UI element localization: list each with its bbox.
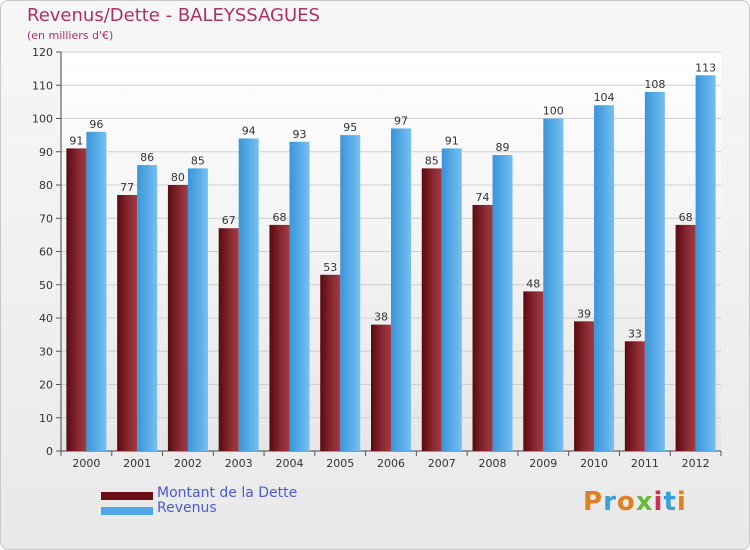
bar-debt (218, 228, 239, 451)
bar-debt (320, 274, 341, 451)
data-label-revenue: 89 (496, 141, 510, 154)
x-tick-label: 2010 (580, 457, 608, 470)
data-label-debt: 38 (374, 311, 388, 324)
bar-revenue (492, 155, 513, 451)
data-label-debt: 68 (679, 211, 693, 224)
logo-letter: x (635, 487, 654, 517)
y-tick-label: 120 (32, 46, 53, 59)
data-label-revenue: 108 (644, 78, 665, 91)
data-label-revenue: 94 (242, 124, 256, 137)
y-tick-label: 100 (32, 113, 53, 126)
x-tick-label: 2006 (377, 457, 405, 470)
data-label-revenue: 96 (89, 118, 103, 131)
legend-swatch-revenue (101, 507, 153, 515)
y-tick-label: 90 (39, 146, 53, 159)
bar-revenue (695, 75, 716, 452)
bar-revenue (391, 128, 411, 451)
bar-debt (167, 185, 188, 451)
bar-revenue (543, 118, 564, 451)
y-tick-label: 80 (39, 179, 53, 192)
data-label-debt: 67 (222, 214, 236, 227)
x-tick-label: 2002 (174, 457, 202, 470)
data-label-revenue: 91 (445, 134, 459, 147)
x-tick-label: 2003 (225, 457, 253, 470)
x-tick-label: 2005 (326, 457, 354, 470)
bar-revenue (238, 138, 259, 451)
data-label-debt: 39 (577, 307, 591, 320)
bar-debt (675, 224, 696, 451)
logo-letter: P (583, 487, 604, 517)
x-tick-label: 2012 (682, 457, 710, 470)
data-label-debt: 80 (171, 171, 185, 184)
data-label-revenue: 113 (695, 61, 716, 74)
data-label-debt: 77 (120, 181, 134, 194)
chart-subtitle: (en milliers d'€) (27, 29, 114, 42)
y-tick-label: 40 (39, 312, 53, 325)
logo-letter: r (603, 487, 617, 517)
bar-revenue (441, 148, 462, 452)
x-tick-label: 2000 (72, 457, 100, 470)
bar-debt (523, 291, 544, 451)
data-label-debt: 74 (476, 191, 490, 204)
bar-revenue (86, 131, 107, 452)
bar-revenue (340, 135, 361, 451)
data-label-revenue: 85 (191, 154, 205, 167)
bar-revenue (187, 168, 208, 451)
data-label-debt: 91 (69, 134, 83, 147)
bar-debt (624, 341, 645, 451)
data-label-debt: 53 (323, 261, 337, 274)
bar-debt (574, 321, 595, 451)
x-tick-label: 2007 (428, 457, 456, 470)
data-label-debt: 85 (425, 154, 439, 167)
bar-revenue (137, 165, 158, 452)
bar-debt (269, 224, 290, 451)
x-tick-label: 2009 (529, 457, 557, 470)
chart-title: Revenus/Dette - BALEYSSAGUES (27, 5, 320, 26)
x-tick-label: 2008 (479, 457, 507, 470)
data-label-revenue: 93 (292, 128, 306, 141)
bar-debt (117, 194, 138, 451)
y-tick-label: 20 (39, 379, 53, 392)
bar-debt (371, 324, 391, 451)
x-tick-label: 2001 (123, 457, 151, 470)
proxiti-logo: Proxiti (583, 487, 687, 517)
legend-label-revenue: Revenus (157, 500, 217, 516)
logo-letter: o (616, 487, 636, 517)
logo-letter: i (676, 487, 687, 517)
data-label-revenue: 97 (394, 114, 408, 127)
bar-debt (66, 148, 87, 452)
y-tick-label: 50 (39, 279, 53, 292)
bar-revenue (594, 105, 615, 451)
logo-letter: t (663, 487, 677, 517)
bar-revenue (644, 91, 665, 452)
data-label-debt: 33 (628, 327, 642, 340)
data-label-revenue: 95 (343, 121, 357, 134)
data-label-revenue: 86 (140, 151, 154, 164)
y-tick-label: 70 (39, 212, 53, 225)
data-label-debt: 48 (526, 277, 540, 290)
bar-debt (472, 204, 493, 451)
y-tick-label: 10 (39, 412, 53, 425)
data-label-revenue: 100 (543, 105, 564, 118)
legend-swatch-debt (101, 492, 153, 500)
data-label-revenue: 104 (594, 91, 615, 104)
legend-label-debt: Montant de la Dette (157, 485, 298, 501)
y-tick-label: 60 (39, 246, 53, 259)
x-tick-label: 2011 (631, 457, 659, 470)
y-tick-label: 30 (39, 345, 53, 358)
bar-revenue (289, 141, 310, 451)
bar-debt (421, 168, 442, 451)
y-tick-label: 110 (32, 79, 53, 92)
data-label-debt: 68 (272, 211, 286, 224)
y-tick-label: 0 (46, 445, 53, 458)
x-tick-label: 2004 (275, 457, 303, 470)
logo-letter: i (653, 487, 664, 517)
